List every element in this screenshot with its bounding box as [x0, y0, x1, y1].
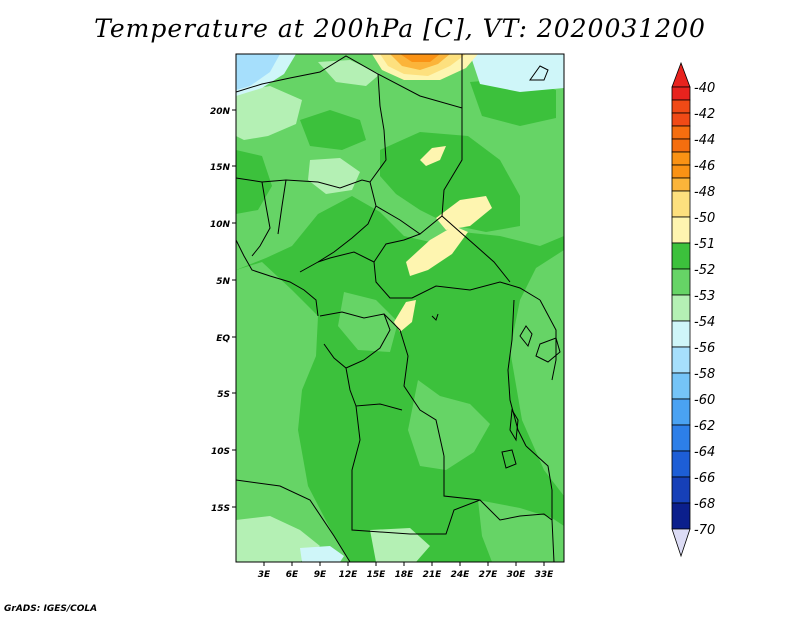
grads-credit: GrADS: IGES/COLA — [4, 604, 98, 614]
field-53-center-north — [338, 292, 398, 352]
lon-label: 30E — [507, 570, 527, 580]
colorbar-label: -52 — [694, 263, 715, 278]
lon-label: 27E — [479, 570, 499, 580]
colorbar-labels: -40 -42 -44 -46 -48 -50 -51 -52 -53 -54 … — [694, 81, 715, 538]
colorbar-label: -62 — [694, 419, 715, 434]
colorbar — [671, 61, 691, 558]
field-54-top — [318, 60, 380, 86]
lon-label: 3E — [258, 570, 271, 580]
colorbar-top-arrow — [671, 61, 691, 88]
colorbar-label: -58 — [694, 367, 715, 382]
colorbar-label: -50 — [694, 211, 715, 226]
field-51-congo — [394, 300, 416, 332]
colorbar-box — [671, 398, 691, 426]
colorbar-box — [671, 294, 691, 322]
field-54-northwest — [236, 86, 302, 140]
colorbar-label: -40 — [694, 81, 715, 96]
colorbar-box — [671, 346, 691, 374]
field-52-west-coast — [236, 150, 272, 214]
colorbar-label: -54 — [694, 315, 715, 330]
colorbar-label: -70 — [694, 523, 715, 538]
lon-label: 12E — [339, 570, 359, 580]
lon-label: 15E — [367, 570, 387, 580]
colorbar-label: -53 — [694, 289, 715, 304]
colorbar-box — [671, 424, 691, 452]
colorbar-box — [671, 99, 691, 114]
colorbar-box — [671, 372, 691, 400]
lon-label: 21E — [423, 570, 443, 580]
colorbar-box — [671, 502, 691, 530]
lon-label: 18E — [395, 570, 415, 580]
field-53-east — [510, 250, 564, 496]
colorbar-label: -60 — [694, 393, 715, 408]
field-51-car — [406, 226, 468, 276]
colorbar-box — [671, 125, 691, 140]
colorbar-box — [671, 138, 691, 153]
colorbar-label: -66 — [694, 471, 715, 486]
lat-labels: 20N 15N 10N 5N EQ 5S 10S 15S — [210, 107, 231, 514]
field-56-south — [300, 546, 344, 562]
lat-label: 15S — [211, 504, 230, 514]
colorbar-box — [671, 476, 691, 504]
lat-label: EQ — [216, 334, 230, 344]
lat-label: 10N — [210, 220, 231, 230]
colorbar-box — [671, 112, 691, 127]
colorbar-label: -56 — [694, 341, 715, 356]
colorbar-box — [671, 86, 691, 101]
field-46-top — [400, 54, 440, 62]
colorbar-box — [671, 164, 691, 179]
field-51-chad-a — [420, 146, 446, 166]
lon-label: 33E — [535, 570, 555, 580]
colorbar-box — [671, 242, 691, 270]
field-51-chad-b — [436, 196, 492, 230]
field-54-south — [370, 528, 430, 562]
colorbar-box — [671, 320, 691, 348]
lat-label: 10S — [211, 447, 230, 457]
field-54-southwest — [236, 516, 320, 562]
field-53-south — [408, 380, 490, 470]
colorbar-box — [671, 151, 691, 166]
colorbar-label: -44 — [694, 133, 715, 148]
colorbar-box — [671, 450, 691, 478]
colorbar-box — [671, 216, 691, 244]
lon-label: 9E — [314, 570, 327, 580]
lat-label: 15N — [210, 163, 231, 173]
colorbar-label: -46 — [694, 159, 715, 174]
colorbar-label: -48 — [694, 185, 715, 200]
map-title: Temperature at 200hPa [C], VT: 202003120… — [94, 14, 706, 43]
colorbar-bottom-arrow — [671, 528, 691, 558]
field-53-southeast — [478, 500, 564, 562]
field-56-northeast — [470, 54, 564, 92]
lon-axis — [263, 562, 545, 566]
lon-label: 24E — [451, 570, 471, 580]
colorbar-label: -51 — [694, 237, 715, 252]
map-frame — [235, 53, 565, 563]
colorbar-box — [671, 190, 691, 218]
field-52-sahel-b — [300, 110, 366, 150]
colorbar-label: -42 — [694, 107, 715, 122]
colorbar-box — [671, 177, 691, 192]
colorbar-label: -68 — [694, 497, 715, 512]
country-borders — [236, 54, 561, 562]
lat-label: 20N — [210, 107, 231, 117]
field-58-northwest — [236, 54, 280, 90]
lon-labels: 3E 6E 9E 12E 15E 18E 21E 24E 27E 30E 33E — [258, 570, 554, 580]
temperature-map — [236, 54, 564, 562]
colorbar-box — [671, 268, 691, 296]
field-53-west — [236, 262, 350, 562]
lat-label: 5N — [216, 277, 230, 287]
lat-label: 5S — [217, 390, 230, 400]
lon-label: 6E — [286, 570, 299, 580]
lat-axis — [232, 109, 236, 508]
colorbar-label: -64 — [694, 445, 715, 460]
